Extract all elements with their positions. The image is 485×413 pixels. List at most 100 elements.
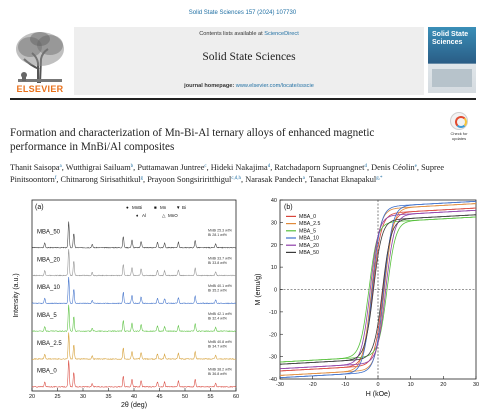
xrd-composition: Bi 35.2 wt% <box>208 289 228 293</box>
journal-header: ELSEVIER Contents lists available at Sci… <box>10 27 476 95</box>
author-name[interactable]: Narasak Pandech <box>245 174 303 184</box>
legend-symbol: ■ <box>154 205 157 210</box>
x-tick-label: 50 <box>182 394 188 400</box>
xrd-pattern-chart: (a) ● MnBi ■ Mn ▼ Bi ♦ Al △ MnO MBA_50 MnBi 25.3 wt%… <box>13 199 239 409</box>
x-tick-label: 35 <box>105 394 111 400</box>
author-affiliation[interactable]: d <box>364 164 367 169</box>
author-affiliation[interactable]: b <box>130 164 134 169</box>
xrd-series-line <box>31 249 237 277</box>
legend-symbol: △ <box>162 213 166 218</box>
xrd-composition: Bi 28.1 wt% <box>208 233 228 237</box>
legend-label: Bi <box>182 205 186 210</box>
author-affiliation[interactable]: a <box>59 164 62 169</box>
homepage-line: journal homepage: www.elsevier.com/locat… <box>74 83 424 89</box>
check-for-updates-button[interactable]: Check for updates <box>443 112 475 142</box>
author-name[interactable]: Prayoon Songsiriritthigul <box>147 174 232 184</box>
author-name[interactable]: Supree Pinitsoontorn <box>10 163 445 184</box>
author-name[interactable]: Wutthigrai Sailuam <box>65 163 131 172</box>
homepage-prefix: journal homepage: <box>184 83 235 89</box>
y-tick-label: -30 <box>269 355 277 361</box>
legend-symbol: ● <box>126 205 129 210</box>
author-name[interactable]: Denis Céolin <box>371 163 415 172</box>
y-tick-label: 40 <box>271 198 277 204</box>
y-tick-label: -10 <box>269 310 277 316</box>
author-name[interactable]: Puttamawan Juntree <box>137 163 205 172</box>
hysteresis-branch-down <box>280 214 476 365</box>
author-name[interactable]: Ratchadaporn Supruangnet <box>274 163 365 172</box>
journal-cover[interactable]: Solid State Sciences <box>428 27 476 93</box>
author-name[interactable]: Thanit Saisopa <box>10 163 60 172</box>
elsevier-wordmark[interactable]: ELSEVIER <box>16 84 64 94</box>
x-axis-label: H (kOe) <box>366 391 391 398</box>
cover-title: Solid State Sciences <box>432 31 469 46</box>
y-tick-label: 10 <box>271 265 277 271</box>
author-affiliation[interactable]: e <box>414 164 417 169</box>
author-affiliation[interactable]: f <box>54 175 57 181</box>
xrd-series-label: MBA_10 <box>37 285 61 291</box>
legend-label: MBA_10 <box>299 236 319 242</box>
legend-label: MBA_50 <box>299 250 319 256</box>
contents-line: Contents lists available at ScienceDirec… <box>74 31 424 37</box>
x-tick-label: 40 <box>131 394 137 400</box>
author-affiliation[interactable]: c,d,h <box>231 175 242 181</box>
legend-label: MnBi <box>132 205 142 210</box>
panel-label: (b) <box>284 204 293 211</box>
hysteresis-branch-down <box>279 200 477 379</box>
homepage-link[interactable]: www.elsevier.com/locate/ssscie <box>235 83 314 89</box>
legend-label: Mn <box>160 205 167 210</box>
elsevier-tree-logo-icon <box>10 29 70 85</box>
y-tick-label: -20 <box>269 332 277 338</box>
xrd-composition: MnBi 25.3 wt% <box>208 229 233 233</box>
panel-label: (a) <box>35 204 44 211</box>
author-name[interactable]: Chitnarong Sirisathitkul <box>60 174 141 184</box>
author-affiliation[interactable]: c <box>204 164 207 169</box>
xrd-composition: Bi 34.7 wt% <box>208 344 228 348</box>
author-list: Thanit Saisopaa, Wutthigrai Sailuamb, Pu… <box>10 163 445 184</box>
xrd-series-label: MBA_2.5 <box>37 341 62 347</box>
xrd-composition: MnBi 42.1 wt% <box>208 312 233 316</box>
paper-title: Formation and characterization of Mn-Bi-… <box>10 127 375 153</box>
journal-header-center: Contents lists available at ScienceDirec… <box>74 27 424 95</box>
journal-reference[interactable]: Solid State Sciences 157 (2024) 107730 <box>188 10 297 16</box>
xrd-series-line <box>31 221 237 249</box>
y-axis-label: M (emu/g) <box>255 274 262 306</box>
x-tick-label: -10 <box>341 382 349 388</box>
author-name[interactable]: Hideki Nakajima <box>210 163 268 172</box>
y-axis-label: Intensity (a.u.) <box>13 273 20 317</box>
author-affiliation[interactable]: g,* <box>376 175 383 181</box>
header-divider <box>10 98 476 100</box>
author-name[interactable]: Tanachat Eknapakul <box>308 174 377 184</box>
xrd-composition: Bi 36.8 wt% <box>208 372 228 376</box>
xrd-series-line <box>31 360 237 388</box>
author-affiliation[interactable]: d <box>267 164 271 169</box>
legend-label: MBA_5 <box>299 228 316 234</box>
x-tick-label: -30 <box>276 382 284 388</box>
x-tick-label: 0 <box>376 382 379 388</box>
x-tick-label: -20 <box>309 382 317 388</box>
legend-symbol: ▼ <box>176 205 180 210</box>
x-axis-label: 2θ (deg) <box>121 402 147 409</box>
check-updates-label: Check for updates <box>450 131 468 141</box>
xrd-series-label: MBA_50 <box>37 230 61 236</box>
y-tick-label: 20 <box>271 243 277 249</box>
y-tick-label: 0 <box>274 288 277 294</box>
x-tick-label: 20 <box>29 394 35 400</box>
xrd-series-label: MBA_5 <box>37 313 57 319</box>
journal-title[interactable]: Solid State Sciences <box>202 51 296 63</box>
x-tick-label: 45 <box>156 394 162 400</box>
x-tick-label: 10 <box>408 382 414 388</box>
hysteresis-branch-down <box>280 207 476 372</box>
x-tick-label: 25 <box>54 394 60 400</box>
plot-frame <box>31 199 237 392</box>
author-affiliation[interactable]: g <box>140 175 144 181</box>
xrd-series-label: MBA_0 <box>37 369 57 375</box>
xrd-composition: MnBi 40.1 wt% <box>208 284 233 288</box>
check-updates-icon <box>450 112 468 130</box>
sciencedirect-link[interactable]: ScienceDirect <box>264 31 299 37</box>
legend-label: MBA_20 <box>299 243 319 249</box>
xrd-series-label: MBA_20 <box>37 257 61 263</box>
xrd-series-line <box>31 304 237 332</box>
xrd-composition: Bi 33.8 wt% <box>208 261 228 265</box>
author-affiliation[interactable]: a <box>302 175 305 181</box>
